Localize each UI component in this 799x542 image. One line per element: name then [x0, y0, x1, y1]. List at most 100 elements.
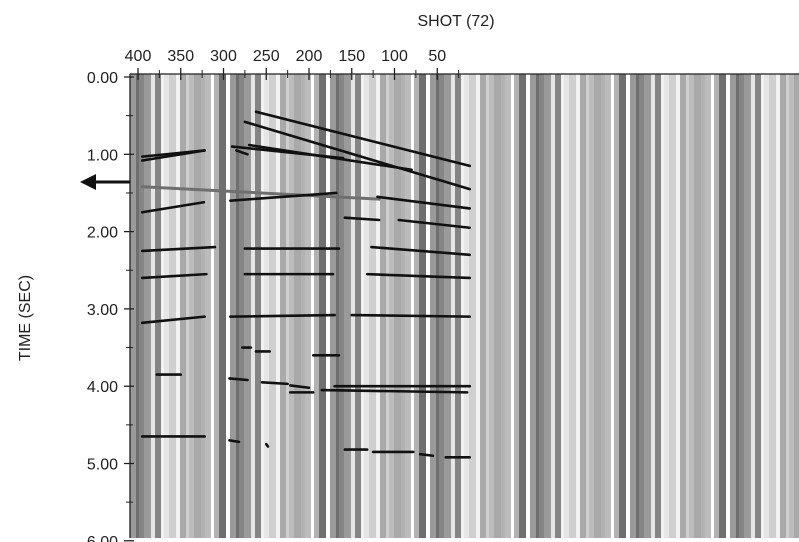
trace-stripe — [576, 74, 580, 538]
trace-stripe — [564, 74, 569, 538]
y-tick-label: 2.00 — [87, 225, 118, 242]
trace-stripe — [414, 74, 419, 538]
trace-stripe — [305, 74, 311, 538]
trace-stripe — [230, 74, 236, 538]
axes — [129, 73, 799, 538]
trace-stripe — [726, 74, 730, 538]
trace-stripe — [419, 74, 426, 538]
trace-stripe — [630, 74, 636, 538]
trace-stripe — [714, 74, 719, 538]
reflector-segment — [370, 245, 472, 257]
trace-stripe — [186, 74, 189, 538]
reflector-segment — [350, 313, 472, 318]
y-tick-label: 5.00 — [87, 457, 118, 474]
trace-stripes-background — [130, 74, 799, 538]
trace-stripe — [169, 74, 176, 538]
trace-stripe — [139, 74, 144, 538]
trace-stripe — [661, 74, 664, 538]
reflector-segment — [235, 149, 249, 156]
trace-stripe — [651, 74, 655, 538]
trace-stripe — [326, 74, 330, 538]
trace-stripe — [586, 74, 589, 538]
trace-stripe — [161, 74, 164, 538]
trace-stripe — [386, 74, 389, 538]
trace-stripe — [430, 74, 436, 538]
trace-stripe — [764, 74, 769, 538]
trace-stripe — [711, 74, 714, 538]
reflector-segment — [418, 452, 435, 458]
y-tick-label: 0.00 — [87, 70, 118, 87]
trace-stripe — [226, 74, 230, 538]
trace-stripe — [736, 74, 739, 538]
trace-stripe — [351, 74, 355, 538]
trace-stripe — [789, 74, 794, 538]
reflector-segment — [260, 381, 289, 386]
trace-stripe — [636, 74, 639, 538]
trace-stripe — [369, 74, 376, 538]
reflector-segment — [140, 200, 206, 214]
trace-stripe — [189, 74, 194, 538]
trace-stripe — [626, 74, 630, 538]
trace-stripe — [486, 74, 489, 538]
reflector-segment — [288, 384, 311, 390]
trace-stripe — [180, 74, 186, 538]
trace-stripe — [144, 74, 151, 538]
y-tick-label: 1.00 — [87, 147, 118, 164]
trace-stripe — [705, 74, 711, 538]
trace-stripe — [239, 74, 244, 538]
trace-stripe — [380, 74, 386, 538]
trace-stripe — [361, 74, 364, 538]
trace-stripe — [580, 74, 586, 538]
trace-stripe — [426, 74, 430, 538]
reflector-segment — [140, 245, 217, 253]
trace-stripe — [644, 74, 651, 538]
trace-stripe — [164, 74, 169, 538]
trace-stripe — [294, 74, 301, 538]
trace-stripe — [511, 74, 514, 538]
trace-stripe — [344, 74, 351, 538]
trace-stripe — [680, 74, 686, 538]
reflector-segment — [229, 313, 336, 318]
trace-stripe — [314, 74, 319, 538]
trace-stripe — [655, 74, 661, 538]
trace-stripe — [201, 74, 205, 538]
trace-stripe — [544, 74, 551, 538]
trace-stripe — [664, 74, 669, 538]
trace-stripe — [394, 74, 401, 538]
reflector-segment — [140, 149, 206, 158]
trace-stripe — [501, 74, 505, 538]
trace-stripe — [205, 74, 211, 538]
x-tick-label: 300 — [210, 48, 237, 65]
trace-stripe — [236, 74, 239, 538]
trace-stripe — [601, 74, 605, 538]
reflector-segment — [376, 195, 472, 210]
trace-stripe — [130, 74, 136, 538]
trace-stripe — [614, 74, 619, 538]
trace-stripe — [526, 74, 530, 538]
trace-stripe — [539, 74, 544, 538]
reflector-segment — [140, 315, 206, 325]
trace-stripe — [261, 74, 264, 538]
x-tick-label: 50 — [428, 48, 446, 65]
trace-stripe — [505, 74, 511, 538]
y-tick-label: 3.00 — [87, 302, 118, 319]
trace-stripe — [730, 74, 736, 538]
trace-stripe — [719, 74, 726, 538]
faint-horizon-line — [140, 185, 381, 201]
trace-stripe — [401, 74, 405, 538]
trace-stripe — [364, 74, 369, 538]
trace-stripe — [444, 74, 451, 538]
y-tick-label: 6.00 — [87, 534, 118, 542]
reflector-segment — [264, 442, 270, 448]
arrow-head-icon — [80, 174, 96, 190]
trace-stripe — [689, 74, 694, 538]
reflector-segment — [228, 439, 241, 444]
trace-stripe — [311, 74, 314, 538]
reflector-segment — [320, 388, 469, 394]
trace-stripe — [786, 74, 789, 538]
trace-stripe — [551, 74, 555, 538]
trace-stripe — [476, 74, 480, 538]
trace-stripe — [755, 74, 761, 538]
trace-stripe — [151, 74, 155, 538]
